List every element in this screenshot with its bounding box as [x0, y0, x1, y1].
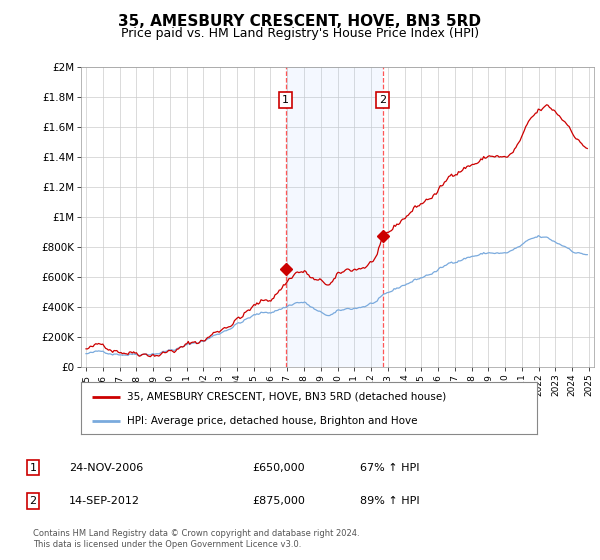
Text: 2: 2 [379, 95, 386, 105]
Text: 35, AMESBURY CRESCENT, HOVE, BN3 5RD (detached house): 35, AMESBURY CRESCENT, HOVE, BN3 5RD (de… [127, 392, 446, 402]
Text: HPI: Average price, detached house, Brighton and Hove: HPI: Average price, detached house, Brig… [127, 416, 417, 426]
Text: 35, AMESBURY CRESCENT, HOVE, BN3 5RD: 35, AMESBURY CRESCENT, HOVE, BN3 5RD [119, 14, 482, 29]
Text: Contains HM Land Registry data © Crown copyright and database right 2024.
This d: Contains HM Land Registry data © Crown c… [33, 529, 359, 549]
Text: 1: 1 [282, 95, 289, 105]
Text: 89% ↑ HPI: 89% ↑ HPI [360, 496, 419, 506]
Text: 2: 2 [29, 496, 37, 506]
Text: £875,000: £875,000 [252, 496, 305, 506]
Text: £650,000: £650,000 [252, 463, 305, 473]
Text: Price paid vs. HM Land Registry's House Price Index (HPI): Price paid vs. HM Land Registry's House … [121, 27, 479, 40]
Text: 14-SEP-2012: 14-SEP-2012 [69, 496, 140, 506]
Text: 67% ↑ HPI: 67% ↑ HPI [360, 463, 419, 473]
Text: 1: 1 [29, 463, 37, 473]
Text: 24-NOV-2006: 24-NOV-2006 [69, 463, 143, 473]
Bar [286, 67, 383, 367]
